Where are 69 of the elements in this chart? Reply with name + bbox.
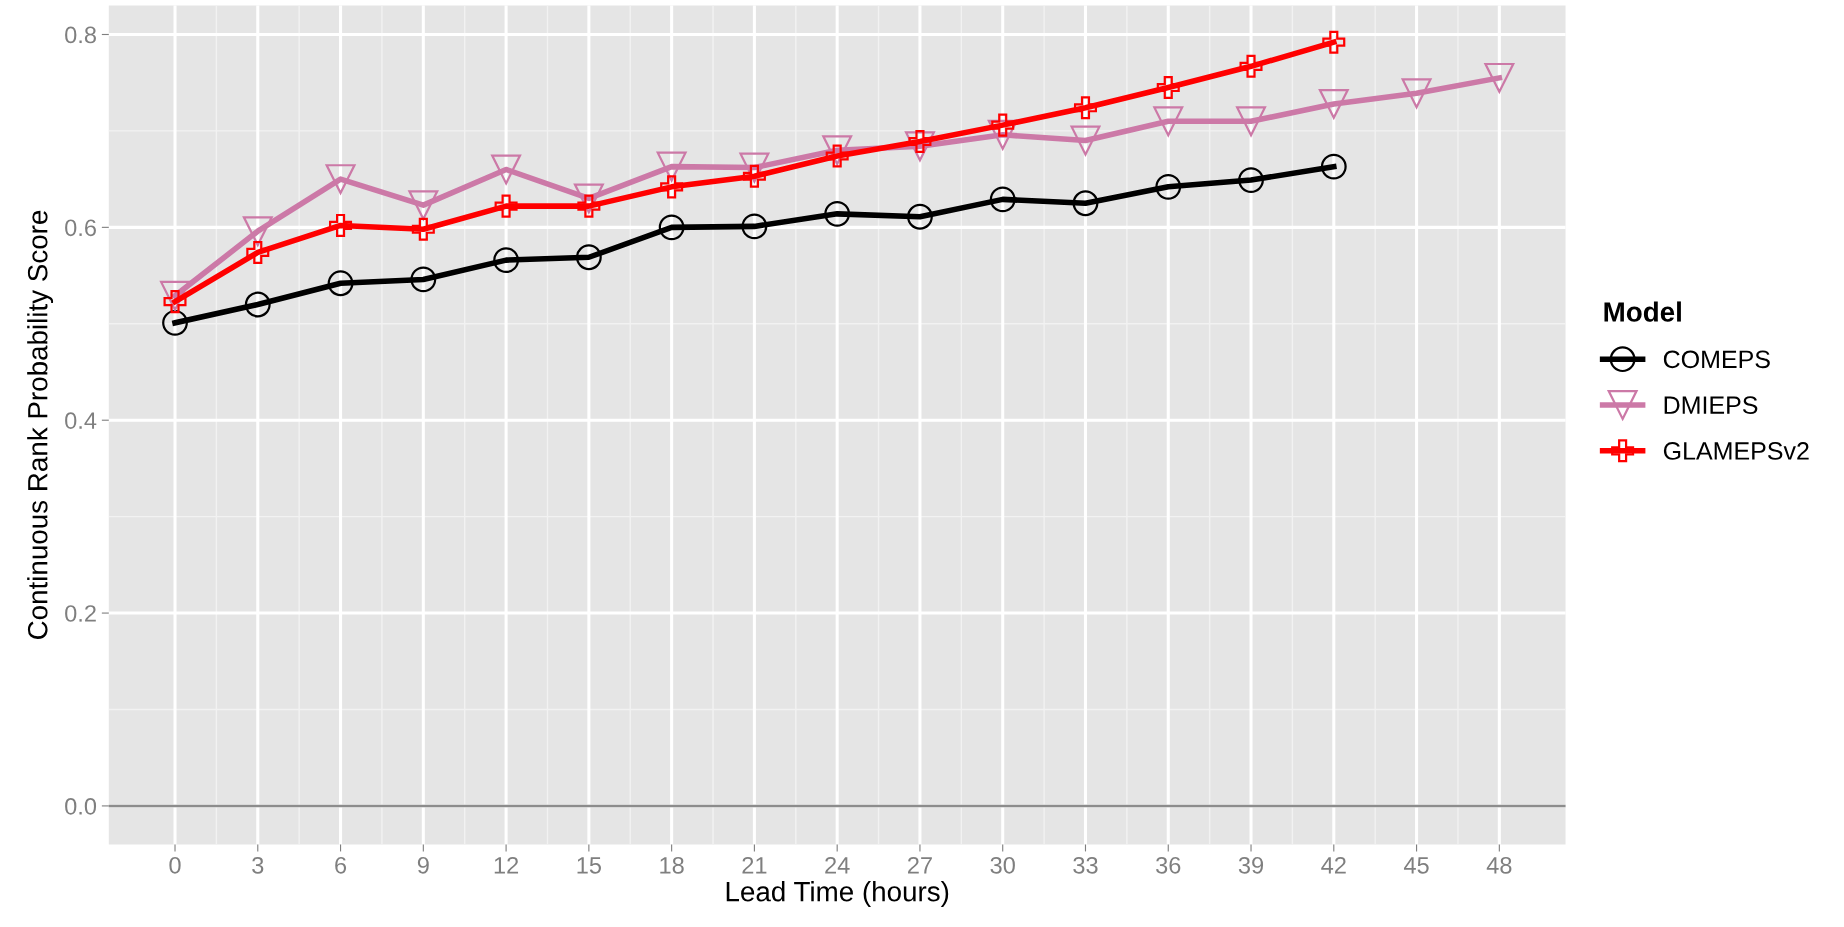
point xyxy=(907,203,933,230)
y-tick-label: 0.6 xyxy=(65,219,96,237)
point xyxy=(739,152,770,183)
point xyxy=(1153,106,1184,137)
point xyxy=(904,131,935,162)
point xyxy=(987,119,1018,150)
point xyxy=(658,214,685,241)
point xyxy=(1239,54,1263,78)
point xyxy=(162,309,188,336)
point xyxy=(408,190,439,221)
point xyxy=(494,194,518,218)
point xyxy=(1318,88,1349,119)
point xyxy=(325,164,356,195)
legend-label: DMIEPS xyxy=(1664,396,1758,414)
legend-title: Model xyxy=(1604,301,1681,322)
x-tick-label: 39 xyxy=(1238,856,1264,874)
point xyxy=(246,240,270,264)
y-tick-label: 0.0 xyxy=(65,797,97,815)
point xyxy=(242,216,273,247)
x-tick-label: 6 xyxy=(335,856,347,874)
x-tick-label: 15 xyxy=(577,857,602,874)
x-tick-label: 45 xyxy=(1403,857,1429,874)
x-tick-label: 36 xyxy=(1156,856,1181,874)
point xyxy=(1320,153,1347,180)
point xyxy=(1322,30,1346,54)
y-tick-label: 0.2 xyxy=(65,605,96,622)
point xyxy=(410,266,437,293)
point xyxy=(575,244,602,271)
legend-label: GLAMEPSv2 xyxy=(1663,442,1809,460)
point xyxy=(741,213,768,240)
point xyxy=(1236,106,1267,137)
x-tick-label: 48 xyxy=(1486,856,1512,874)
x-tick-label: 0 xyxy=(169,856,181,874)
legend-label: COMEPS xyxy=(1663,350,1770,369)
point xyxy=(573,183,604,214)
x-tick-label: 24 xyxy=(825,856,850,874)
point xyxy=(1070,125,1101,156)
point xyxy=(822,135,853,166)
point xyxy=(656,151,687,182)
point xyxy=(327,270,354,297)
point xyxy=(244,291,271,318)
y-axis-title: Continuous Rank Probability Score xyxy=(27,210,54,639)
point xyxy=(1156,76,1180,100)
x-axis-title: Lead Time (hours) xyxy=(726,881,949,907)
y-tick-label: 0.8 xyxy=(65,26,96,44)
x-tick-label: 30 xyxy=(990,856,1015,874)
x-tick-label: 21 xyxy=(742,856,767,874)
point xyxy=(1155,173,1182,200)
x-tick-label: 9 xyxy=(417,856,429,874)
x-tick-label: 3 xyxy=(252,856,264,874)
point xyxy=(824,200,851,227)
x-tick-label: 33 xyxy=(1073,856,1098,874)
point xyxy=(160,280,191,311)
point xyxy=(1238,167,1264,194)
point xyxy=(1073,96,1098,120)
point xyxy=(1484,62,1515,93)
point xyxy=(411,217,435,241)
point xyxy=(989,186,1016,213)
y-tick-label: 0.4 xyxy=(65,412,97,429)
point xyxy=(1401,78,1432,109)
point xyxy=(1072,190,1099,217)
point xyxy=(491,154,522,185)
x-tick-label: 18 xyxy=(660,856,684,874)
x-tick-label: 27 xyxy=(908,856,932,874)
point xyxy=(493,247,520,274)
x-tick-label: 12 xyxy=(494,856,519,874)
x-tick-label: 42 xyxy=(1321,856,1346,874)
point xyxy=(329,213,353,237)
point xyxy=(660,175,684,199)
